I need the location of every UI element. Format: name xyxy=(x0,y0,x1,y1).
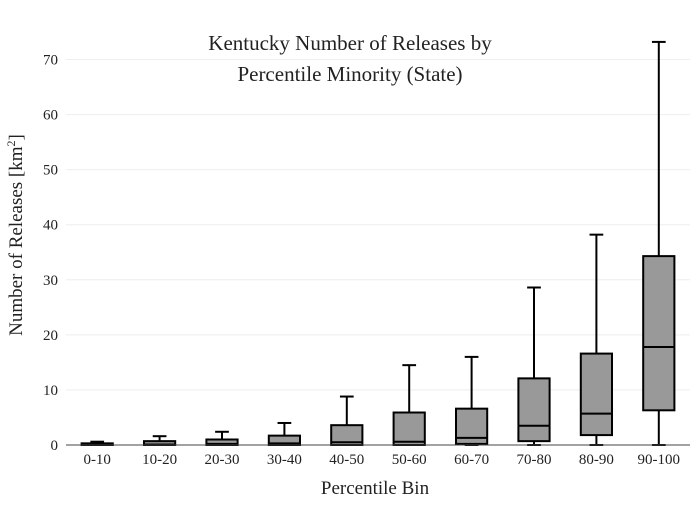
y-axis-title-superscript: 2 xyxy=(4,140,18,146)
x-tick-label: 50-60 xyxy=(392,452,427,468)
y-tick-label: 30 xyxy=(43,273,58,289)
y-tick-label: 0 xyxy=(51,438,59,454)
x-tick-label: 80-90 xyxy=(579,452,614,468)
y-axis-title-main: Number of Releases [km xyxy=(6,146,27,336)
x-tick-label: 10-20 xyxy=(142,452,177,468)
y-tick-label: 60 xyxy=(43,108,58,124)
gridlines xyxy=(66,59,690,391)
x-tick-label: 40-50 xyxy=(329,452,364,468)
iqr-box xyxy=(517,377,551,443)
box-60-70 xyxy=(455,355,489,446)
iqr-box xyxy=(392,411,426,447)
x-tick-label: 60-70 xyxy=(454,452,489,468)
x-tick-label: 30-40 xyxy=(267,452,302,468)
x-tick-labels: 0-10 10-20 20-30 30-40 40-50 50-60 60-70 70-80 8… xyxy=(83,452,680,468)
y-tick-label: 70 xyxy=(43,53,58,69)
box-series xyxy=(80,40,676,447)
box-70-80 xyxy=(517,286,551,446)
box-50-60 xyxy=(392,364,426,447)
chart-title-line-2: Percentile Minority (State) xyxy=(237,62,462,86)
box-80-90 xyxy=(579,233,613,446)
box-10-20 xyxy=(143,435,177,446)
box-40-50 xyxy=(330,395,364,446)
y-axis-title: Number of Releases [km2] xyxy=(4,134,27,336)
y-tick-label: 50 xyxy=(43,163,58,179)
box-90-100 xyxy=(642,40,676,446)
y-tick-label: 10 xyxy=(43,383,58,399)
y-tick-label: 20 xyxy=(43,328,58,344)
y-tick-labels: 0 10 20 30 40 50 60 70 xyxy=(43,53,58,454)
iqr-box xyxy=(579,352,613,437)
x-axis-title: Percentile Bin xyxy=(321,478,430,499)
y-axis-title-end: ] xyxy=(6,134,27,140)
x-tick-label: 0-10 xyxy=(83,452,111,468)
y-tick-label: 40 xyxy=(43,218,58,234)
box-30-40 xyxy=(267,421,301,447)
x-tick-label: 70-80 xyxy=(517,452,552,468)
box-20-30 xyxy=(205,430,239,447)
x-tick-label: 90-100 xyxy=(638,452,681,468)
x-tick-label: 20-30 xyxy=(205,452,240,468)
chart-title-line-1: Kentucky Number of Releases by xyxy=(208,31,492,55)
iqr-box xyxy=(642,255,676,412)
